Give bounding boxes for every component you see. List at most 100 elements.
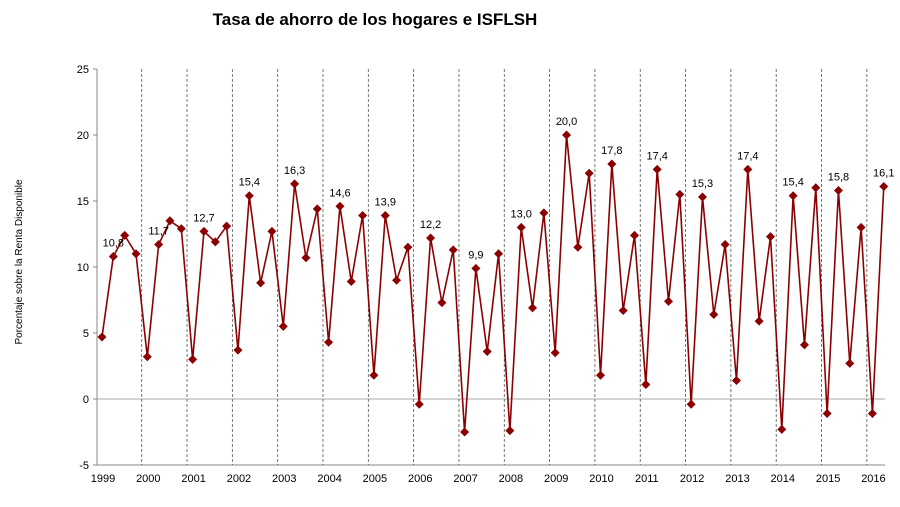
data-label: 15,8 [828,171,849,183]
data-point [754,316,764,326]
x-tick-label: 2013 [725,473,749,485]
data-point [278,321,288,331]
data-label: 9,9 [468,249,483,261]
chart-title: Tasa de ahorro de los hogares e ISFLSH [212,10,538,29]
x-tick-label: 2014 [771,473,795,485]
data-point [822,409,832,419]
y-tick-label: 5 [83,328,89,340]
data-point [154,240,164,250]
data-point [414,399,424,409]
y-tick-label: 0 [83,394,89,406]
x-tick-label: 2015 [816,473,840,485]
data-point [301,253,311,263]
x-tick-label: 2009 [544,473,568,485]
data-label: 15,4 [782,177,803,189]
x-tick-label: 2012 [680,473,704,485]
data-point [879,181,889,191]
y-tick-label: 20 [77,130,89,142]
data-point [494,249,504,259]
data-point [799,340,809,350]
x-tick-label: 2003 [272,473,296,485]
data-point [845,358,855,368]
y-tick-label: -5 [79,460,89,472]
data-point [516,222,526,232]
data-point [788,191,798,201]
data-point [867,409,877,419]
data-point [108,251,118,261]
data-point [131,249,141,259]
data-point [448,245,458,255]
data-point [562,130,572,140]
data-point [573,242,583,252]
data-point [142,352,152,362]
data-point [256,278,266,288]
data-point [539,208,549,218]
data-point [437,298,447,308]
y-tick-label: 15 [77,196,89,208]
data-point [460,427,470,437]
data-point [165,216,175,226]
x-tick-label: 2011 [635,473,659,485]
data-point [176,224,186,234]
y-axis-title: Porcentaje sobre la Renta Disponible [14,179,25,345]
data-point [664,296,673,306]
data-point [188,354,198,364]
data-point [709,310,719,320]
data-point [584,168,594,178]
data-label: 13,0 [510,208,531,220]
data-point [369,370,379,380]
data-label: 15,4 [239,177,260,189]
data-label: 17,4 [737,150,758,162]
data-point [471,263,481,273]
data-point [641,379,651,389]
x-tick-label: 2016 [861,473,885,485]
data-point [120,230,130,240]
data-point [856,222,866,232]
data-point [731,376,741,386]
data-point [505,426,515,436]
data-point [686,399,696,409]
x-tick-label: 2002 [227,473,251,485]
data-label: 16,1 [873,167,894,179]
data-label: 15,3 [692,178,713,190]
data-point [618,306,628,316]
data-point [765,232,775,242]
data-point [392,275,402,285]
data-label: 13,9 [375,197,396,209]
data-label: 20,0 [556,116,577,128]
data-point [675,189,685,199]
data-point [482,346,492,356]
x-tick-label: 2007 [453,473,477,485]
data-label: 12,2 [420,219,441,231]
data-point [222,221,232,231]
data-point [210,237,220,247]
data-point [335,201,345,211]
x-tick-label: 2005 [363,473,387,485]
data-point [652,164,662,174]
x-tick-label: 2001 [181,473,205,485]
data-point [403,242,413,252]
data-point [290,179,300,189]
data-point [833,185,843,195]
data-label: 12,7 [193,212,214,224]
data-point [324,337,334,347]
data-point [233,345,243,355]
x-tick-label: 2008 [499,473,523,485]
data-point [426,233,436,243]
x-tick-label: 2010 [589,473,613,485]
data-point [811,183,821,193]
data-point [199,226,209,236]
data-point [720,240,730,250]
data-point [380,211,390,221]
data-label: 17,8 [601,145,622,157]
data-label: 14,6 [329,187,350,199]
data-point [596,370,606,380]
data-label: 17,4 [646,150,667,162]
data-point [244,191,254,201]
data-point [312,204,322,214]
data-point [528,303,538,313]
data-label: 11,7 [148,226,169,238]
data-point [346,277,356,287]
data-point [267,226,277,236]
